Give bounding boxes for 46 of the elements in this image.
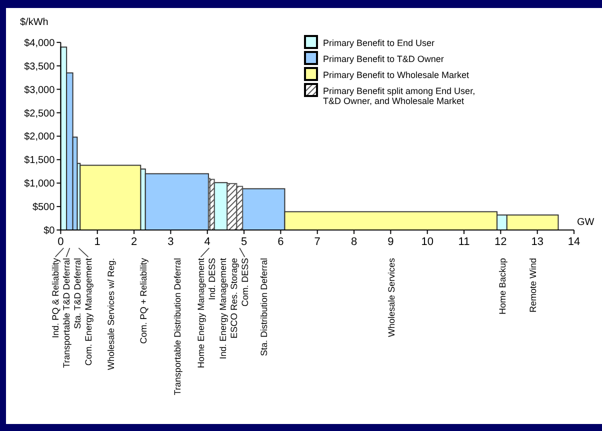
x-axis-title: GW [577,217,595,228]
y-tick-label: $3,000 [24,84,56,96]
x-tick-label: 0 [58,236,64,248]
legend-label: Primary Benefit to Wholesale Market [323,70,470,80]
y-axis-title: $/kWh [20,17,48,28]
x-tick-label: 12 [494,236,507,248]
category-label: ESCO Res. Storage [229,258,240,339]
y-tick-label: $1,500 [24,155,56,166]
x-tick-label: 8 [350,236,358,248]
category-label: Home Backup [497,258,508,315]
category-label: Remote Wind [528,258,538,313]
x-tick-label: 3 [168,236,174,248]
x-tick-label: 5 [240,236,248,248]
y-tick-label: $1,000 [24,178,56,190]
legend-label: Primary Benefit split among End User, T&D Owner, and Wholesale Market [323,86,476,106]
category-label: Ind. PQ & Reliability [50,258,61,338]
category-label: Transportable T&D Deferral [62,258,72,368]
y-tick-label: $2,500 [24,108,56,120]
legend-label: Primary Benefit to End User [323,38,435,48]
category-label: Sta. T&D Deferral [72,258,83,329]
category-label: Ind. DESS [207,258,218,300]
x-tick-label: 11 [458,236,470,248]
x-tick-label: 10 [421,236,434,248]
x-tick-label: 6 [278,236,284,248]
category-label: Ind. Energy Management [218,258,228,360]
y-tick-label: $500 [32,202,56,214]
x-tick-label: 9 [388,236,394,248]
x-tick-label: 7 [314,236,320,248]
category-label: Transportable Distribution Deferral [172,258,182,396]
legend-label: Primary Benefit to T&D Owner [323,54,444,64]
category-label: Com. PQ + Reliability [138,258,149,344]
category-label: Wholesale Services [386,258,396,338]
y-tick-label: $2,000 [24,132,56,143]
x-tick-label: 13 [531,236,544,248]
category-label: Sta. Distribution Deferral [259,258,270,356]
category-label: Com. DESS [240,258,250,307]
x-tick-label: 4 [204,236,210,248]
x-tick-label: 1 [94,236,100,248]
category-label: Wholesale Services w/ Reg. [106,258,116,370]
y-tick-label: $4,000 [24,38,56,49]
category-label: Com. Energy Management [84,258,94,366]
y-tick-label: $3,500 [24,61,56,72]
x-tick-label: 14 [568,236,580,248]
x-tick-label: 2 [130,236,138,248]
category-label: Home Energy Management [196,258,206,368]
y-tick-label: $0 [44,226,56,236]
